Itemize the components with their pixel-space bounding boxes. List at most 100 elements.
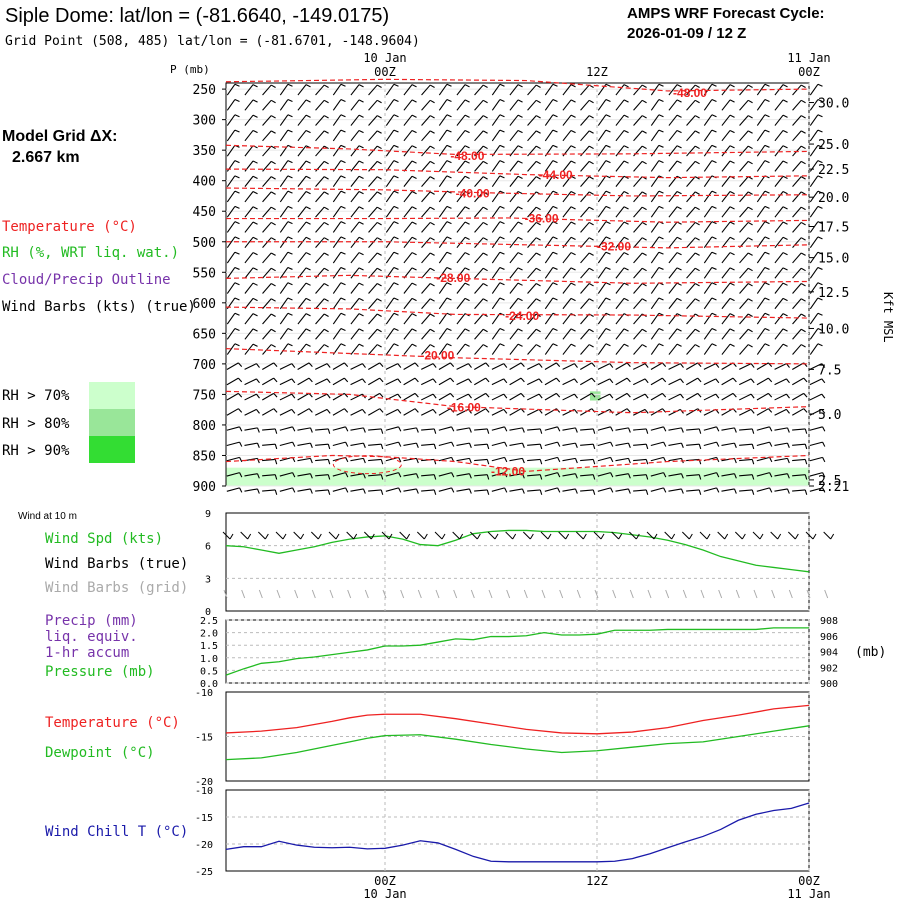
wind-barb (544, 456, 558, 462)
wind-barb (491, 378, 505, 386)
wind-barb-feather (234, 328, 240, 331)
wind-barb-feather (274, 474, 278, 480)
wind-barb-feather (764, 99, 770, 103)
temp-ytick-label: -20 (195, 777, 213, 788)
wind-barb (792, 191, 802, 203)
isotherm-label: -12.00 (491, 465, 525, 479)
wind-barb (297, 442, 311, 446)
wind-barb-feather (358, 84, 364, 88)
wind-barb-feather (817, 99, 823, 103)
wind-barb-feather (521, 442, 525, 448)
wind-barb-feather (239, 426, 243, 432)
wind-barb (756, 392, 769, 401)
wind-barb (509, 267, 519, 279)
wind-barb (633, 328, 643, 340)
wind-barb (421, 206, 431, 218)
wind-barb (297, 427, 311, 431)
wind-barb-feather (552, 99, 558, 103)
wind-barb (809, 408, 823, 416)
wind-barb (438, 221, 448, 233)
wind-barb-feather (800, 283, 806, 287)
wind-barb (491, 83, 501, 96)
wind-barb (262, 84, 272, 96)
wind-barb-feather (252, 313, 258, 317)
wind-barb-feather (376, 252, 382, 256)
wind-barb (668, 363, 681, 370)
wind-barb-feather (323, 252, 329, 256)
wind-barb-feather (273, 393, 278, 398)
wind-barb (332, 190, 342, 203)
wind-barb-feather (252, 84, 258, 88)
wind-barb-feather (270, 252, 276, 256)
wind-barb (385, 408, 399, 416)
wind-barb (509, 160, 519, 172)
wind-barb-feather (343, 393, 349, 398)
wind-barb (421, 474, 435, 477)
wind-barb-feather (747, 344, 753, 348)
wind-barb-feather (287, 266, 293, 270)
wind-barb (633, 84, 643, 96)
wind-barb-feather (517, 252, 523, 256)
wind-barb (809, 206, 819, 218)
wind-barb-feather (340, 160, 346, 164)
wind-barb (315, 130, 325, 142)
wind-barb (756, 83, 766, 96)
wind-barb (686, 474, 700, 477)
wind-barb-feather (340, 129, 346, 133)
wind-barb-feather (362, 427, 366, 433)
wind-barb (756, 297, 766, 310)
wind-barb-feather (800, 176, 806, 180)
wind-barb (244, 160, 254, 172)
wind-barb-feather (623, 267, 629, 271)
wind-barb-feather (305, 99, 311, 103)
wind-barb-feather (535, 328, 541, 333)
wind-barb-feather (340, 221, 346, 225)
wind-barb (350, 145, 360, 157)
wind-barb-feather (644, 378, 649, 384)
wind-barb-feather (694, 206, 700, 211)
wind-barb (580, 489, 594, 492)
wind-barb-feather (732, 377, 737, 383)
wind-barb-feather (362, 488, 366, 494)
wind-barb-feather (380, 459, 384, 465)
wind-barb (403, 160, 413, 172)
wind-barb-feather (658, 129, 664, 133)
wind-barb-feather (592, 428, 596, 434)
wind-barb (226, 408, 239, 416)
wind-barb-feather (627, 442, 631, 448)
wind-barb-feather (800, 115, 806, 119)
wind-barb (650, 441, 664, 447)
wind-barb-feather (535, 145, 541, 150)
wind-barb (438, 160, 448, 172)
wind-barb-feather (676, 160, 682, 164)
wind-barb (491, 343, 501, 355)
wind-barb-feather (323, 160, 329, 165)
wind-barb-feather (517, 84, 523, 88)
wind-barb (686, 130, 696, 142)
wind-barb (809, 129, 819, 142)
wind-barb-feather (308, 377, 313, 383)
wind-barb-feather (641, 298, 647, 302)
wind-barb (474, 115, 484, 126)
wind-barb-feather (570, 84, 576, 88)
wind-barb-feather (661, 362, 667, 367)
wind-barb (615, 145, 625, 157)
wind-barb-feather (538, 378, 543, 384)
wind-barb-feather (676, 282, 682, 286)
wind-barb-true (416, 531, 425, 540)
wind-barb-feather (610, 472, 614, 478)
wind-barb-feather (661, 377, 667, 383)
wind-barb-feather (676, 129, 682, 134)
wind-ytick-label: 0 (205, 607, 211, 618)
wind-barb-feather (499, 99, 505, 103)
wind-barb (633, 130, 643, 142)
wind-barb-feather (376, 115, 382, 119)
wind-barb-feather (429, 206, 435, 211)
wind-barb (421, 363, 434, 370)
wind-barb-feather (552, 205, 558, 209)
wind-barb-feather (287, 297, 293, 301)
wind-barb (509, 427, 523, 431)
wind-barb (597, 282, 607, 294)
wind-barb-feather (499, 343, 505, 347)
wind-barb-feather (729, 282, 735, 286)
